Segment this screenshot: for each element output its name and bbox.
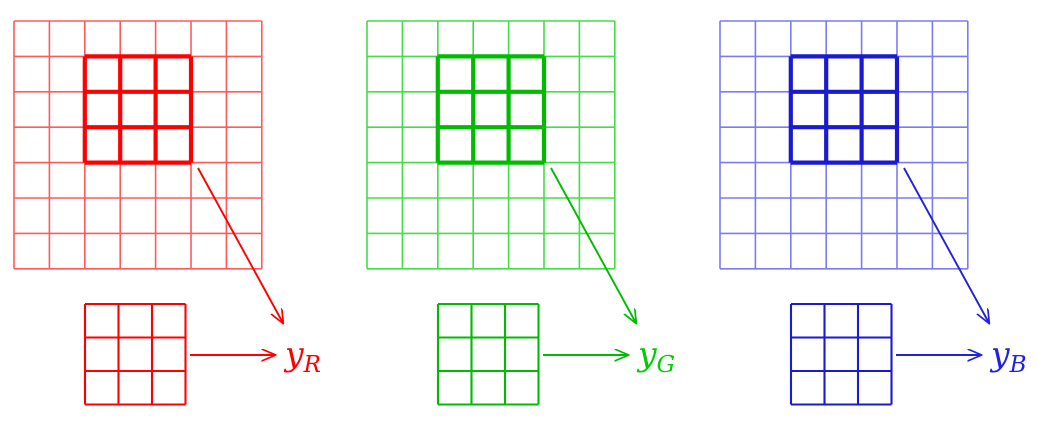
panel-graphics-blue <box>719 20 1058 406</box>
kernel-grid-red <box>83 302 187 406</box>
output-label-subscript-blue: B <box>1009 352 1027 378</box>
input-grid-green <box>366 20 616 270</box>
channel-panel-blue: yB <box>706 0 1058 440</box>
output-label-base-green: y <box>638 334 657 373</box>
channel-panel-red: yR <box>0 0 353 440</box>
patch-to-output-arrow-red <box>197 167 283 323</box>
output-label-red: yR <box>285 334 321 377</box>
channel-panel-green: yG <box>353 0 706 440</box>
output-label-subscript-red: R <box>303 352 321 378</box>
output-label-blue: yB <box>991 334 1027 377</box>
receptive-field-patch-blue <box>788 54 900 165</box>
patch-to-output-arrow-green <box>550 167 636 323</box>
output-label-base-red: y <box>285 334 304 373</box>
kernel-grid-blue <box>789 302 893 406</box>
kernel-grid-green <box>436 302 540 406</box>
output-label-base-blue: y <box>991 334 1010 373</box>
receptive-field-patch-red <box>82 54 194 165</box>
patch-to-output-arrow-blue <box>903 167 989 323</box>
panel-graphics-red <box>13 20 353 406</box>
receptive-field-patch-green <box>435 54 547 165</box>
panel-graphics-green <box>366 20 706 406</box>
output-label-subscript-green: G <box>656 352 676 378</box>
output-label-green: yG <box>638 334 675 377</box>
